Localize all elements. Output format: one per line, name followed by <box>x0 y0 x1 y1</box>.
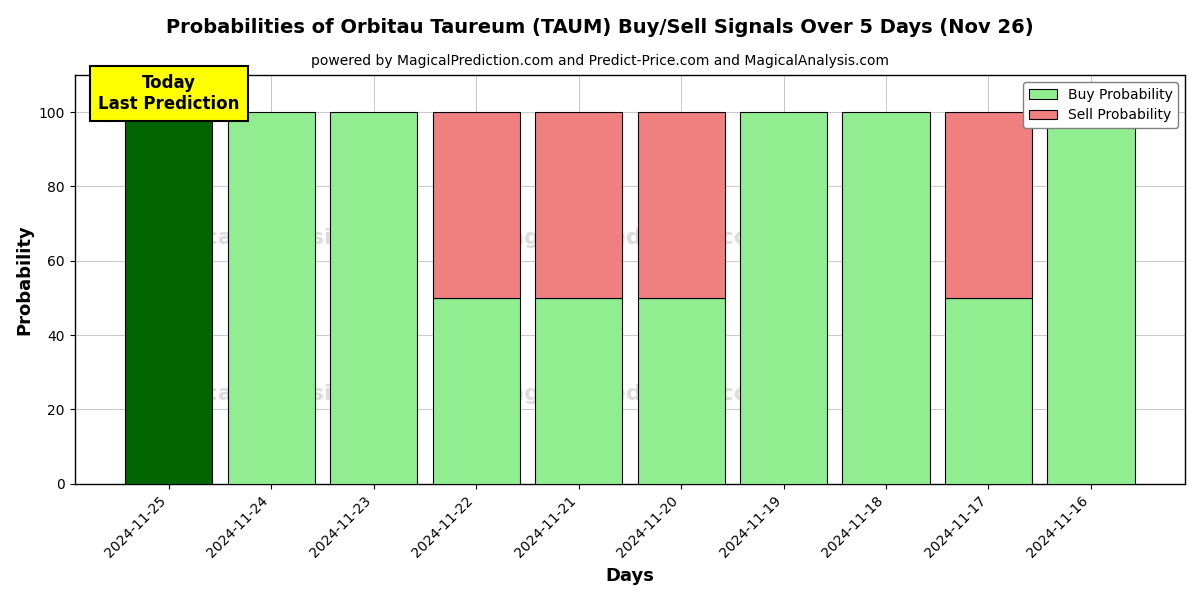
Text: powered by MagicalPrediction.com and Predict-Price.com and MagicalAnalysis.com: powered by MagicalPrediction.com and Pre… <box>311 54 889 68</box>
Bar <box>944 298 1032 484</box>
Bar <box>330 112 418 484</box>
Text: MagicalAnalysis.com: MagicalAnalysis.com <box>144 229 406 248</box>
X-axis label: Days: Days <box>605 567 654 585</box>
Bar <box>432 112 520 298</box>
Bar <box>535 112 622 298</box>
Text: MagicalPrediction.com: MagicalPrediction.com <box>487 229 773 248</box>
Bar <box>842 112 930 484</box>
Legend: Buy Probability, Sell Probability: Buy Probability, Sell Probability <box>1024 82 1178 128</box>
Bar <box>432 298 520 484</box>
Bar <box>125 112 212 484</box>
Text: MagicalPrediction.com: MagicalPrediction.com <box>487 384 773 404</box>
Bar <box>637 298 725 484</box>
Bar <box>535 298 622 484</box>
Bar <box>740 112 827 484</box>
Y-axis label: Probability: Probability <box>16 224 34 335</box>
Bar <box>944 112 1032 298</box>
Text: Today
Last Prediction: Today Last Prediction <box>98 74 239 113</box>
Bar <box>1048 112 1134 484</box>
Text: Probabilities of Orbitau Taureum (TAUM) Buy/Sell Signals Over 5 Days (Nov 26): Probabilities of Orbitau Taureum (TAUM) … <box>166 18 1034 37</box>
Bar <box>637 112 725 298</box>
Text: MagicalAnalysis.com: MagicalAnalysis.com <box>144 384 406 404</box>
Bar <box>228 112 314 484</box>
